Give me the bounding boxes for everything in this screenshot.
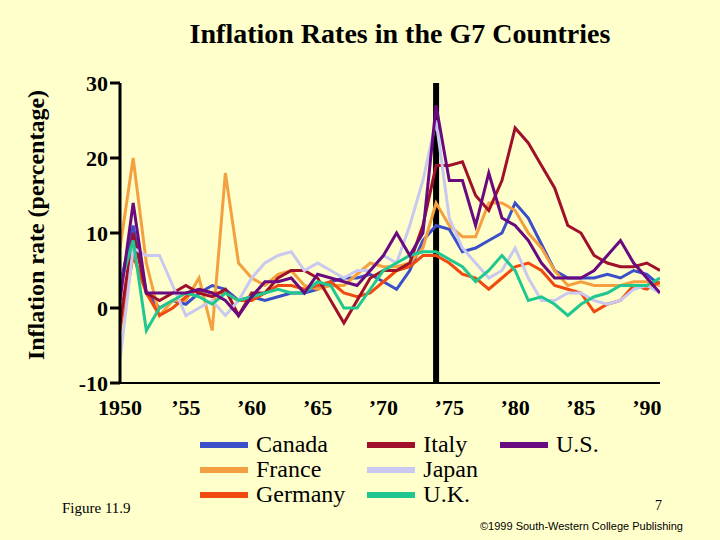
svg-text:’80: ’80: [500, 395, 529, 420]
svg-text:’55: ’55: [171, 395, 200, 420]
html-text:U.S.: U.S.: [556, 431, 599, 457]
html-text:Germany: Germany: [256, 481, 346, 507]
html-text:Italy: Italy: [423, 431, 468, 457]
html-text:Japan: Japan: [423, 456, 478, 482]
svg-text:-10: -10: [79, 371, 108, 396]
svg-text:’65: ’65: [303, 395, 332, 420]
svg-text:20: 20: [86, 146, 108, 171]
svg-text:0: 0: [97, 296, 108, 321]
html-text:Figure 11.9: Figure 11.9: [62, 500, 131, 516]
html-text:France: France: [256, 456, 322, 482]
svg-text:’90: ’90: [632, 395, 661, 420]
svg-text:’85: ’85: [566, 395, 595, 420]
html-text:©1999 South-Western College Pu: ©1999 South-Western College Publishing: [480, 520, 683, 532]
html-text:Canada: Canada: [256, 431, 328, 457]
svg-text:30: 30: [86, 71, 108, 96]
svg-text:1950: 1950: [98, 395, 142, 420]
svg-text:’60: ’60: [237, 395, 266, 420]
svg-text:’70: ’70: [369, 395, 398, 420]
html-text:Inflation rate (percentage): Inflation rate (percentage): [22, 89, 49, 361]
html-text:7: 7: [655, 498, 662, 513]
html-text:U.K.: U.K.: [423, 481, 470, 507]
svg-text:10: 10: [86, 221, 108, 246]
html-text:Inflation Rates in the G7 Coun: Inflation Rates in the G7 Countries: [189, 18, 611, 49]
svg-text:’75: ’75: [435, 395, 464, 420]
